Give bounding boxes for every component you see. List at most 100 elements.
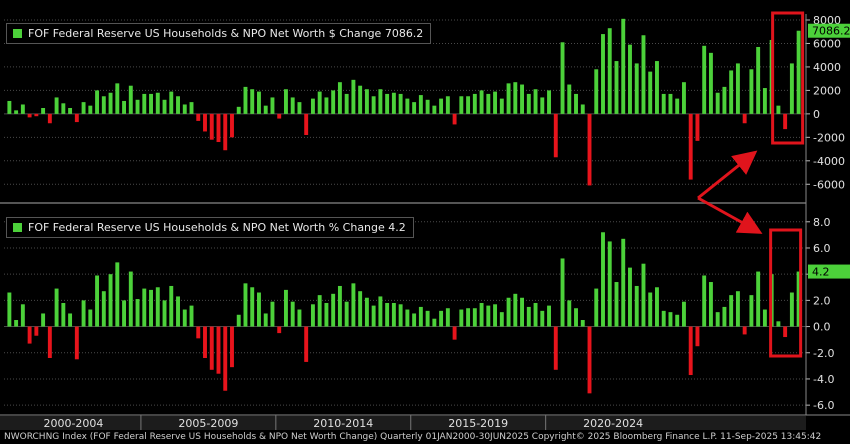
bar	[310, 304, 315, 327]
bar	[439, 98, 444, 114]
bar	[263, 105, 268, 114]
bar	[580, 320, 585, 327]
bar	[628, 44, 632, 114]
x-tick-label: 2020-2024	[583, 417, 643, 430]
bar	[196, 113, 201, 121]
bar	[641, 263, 646, 327]
bar	[74, 113, 79, 123]
bar	[155, 287, 160, 327]
bar	[472, 93, 477, 114]
bar	[466, 308, 471, 327]
bar	[708, 52, 713, 114]
bar	[513, 293, 518, 327]
bar	[762, 309, 767, 327]
bar	[587, 326, 592, 394]
bar	[425, 310, 430, 327]
legend-swatch-percent	[13, 223, 22, 232]
bar	[486, 93, 491, 114]
bar	[68, 313, 73, 327]
bar	[297, 102, 302, 114]
bar	[182, 104, 187, 114]
bar	[783, 113, 788, 130]
bar	[594, 69, 599, 114]
bar	[533, 89, 538, 114]
bar	[398, 93, 403, 114]
bar	[223, 113, 228, 151]
bar	[418, 95, 423, 114]
bar	[526, 93, 531, 114]
highlight-box-top	[771, 11, 805, 145]
bar	[344, 93, 349, 114]
bar	[526, 306, 531, 327]
bar	[439, 310, 444, 327]
bar	[34, 326, 39, 336]
x-axis-band	[0, 416, 806, 430]
bar	[567, 84, 572, 114]
bar	[479, 302, 484, 327]
x-tick-label: 2015-2019	[448, 417, 508, 430]
bar	[412, 313, 417, 327]
bar	[135, 299, 140, 327]
bar	[337, 82, 342, 114]
bar	[614, 61, 619, 114]
bar	[634, 285, 639, 327]
bar	[533, 302, 538, 327]
last-value-label: 7086.2	[812, 25, 850, 38]
bar	[742, 326, 747, 335]
bar	[216, 113, 221, 143]
bar	[101, 291, 106, 327]
y-tick-label: -6.0	[813, 399, 834, 412]
bar	[776, 321, 781, 327]
bar	[223, 326, 228, 391]
bar	[695, 113, 700, 141]
bar	[378, 89, 383, 114]
bar	[27, 326, 32, 344]
bar	[196, 326, 201, 339]
bar	[614, 282, 619, 327]
bar	[203, 326, 207, 358]
bar	[47, 113, 52, 124]
bar	[499, 312, 504, 327]
last-value-badge	[808, 264, 850, 279]
footer-source: NWORCHNG Index (FOF Federal Reserve US H…	[4, 432, 822, 442]
bar	[344, 301, 349, 327]
bar	[297, 309, 302, 327]
bar	[189, 102, 194, 114]
bar	[277, 326, 282, 334]
bar	[283, 89, 288, 114]
arrow-to-top-box	[697, 150, 758, 200]
x-axis: 2000-2004 2005-2009 2010-2014 2015-2019 2020…	[0, 14, 850, 430]
bar	[95, 275, 100, 327]
bar	[398, 304, 403, 327]
bar	[115, 83, 120, 114]
bar	[378, 296, 383, 327]
bar	[34, 113, 39, 117]
bar	[641, 35, 646, 114]
bar	[587, 113, 592, 186]
bar	[452, 113, 457, 125]
bar	[101, 96, 106, 114]
bar	[432, 318, 437, 327]
bar	[425, 99, 430, 114]
bar	[715, 92, 720, 114]
y-tick-label: 0.0	[813, 321, 831, 334]
bar	[337, 285, 342, 327]
bar	[128, 271, 133, 327]
bar	[230, 113, 234, 138]
bar	[209, 326, 214, 370]
bar	[459, 309, 464, 327]
bar	[796, 30, 801, 114]
bar	[304, 113, 309, 135]
bar	[520, 84, 525, 114]
bar	[594, 288, 599, 327]
bar	[14, 110, 19, 114]
bar	[230, 326, 234, 368]
bar	[648, 292, 653, 327]
bar	[155, 92, 160, 114]
bar	[722, 86, 727, 114]
last-value-badge	[808, 23, 850, 38]
x-tick-label: 2005-2009	[178, 417, 238, 430]
y-tick-label: 8.0	[813, 216, 831, 229]
bar	[688, 326, 693, 376]
bar	[68, 108, 73, 114]
